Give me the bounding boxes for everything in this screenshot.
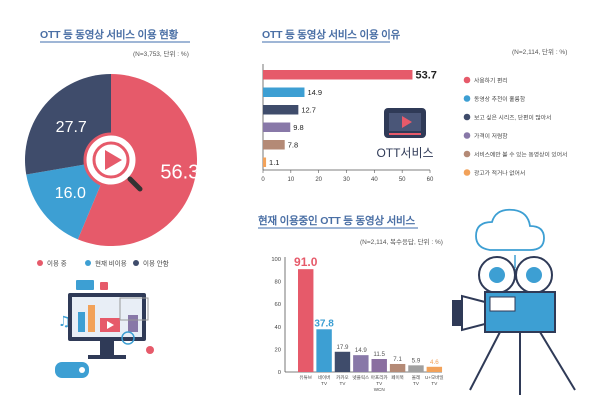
reasons-x-tick-label: 60 xyxy=(427,177,434,183)
services-bar-1 xyxy=(298,269,314,372)
reasons-x-tick-label: 30 xyxy=(343,177,350,183)
services-category-label-5: TV xyxy=(376,381,383,386)
services-value-label-8: 4.6 xyxy=(430,359,439,366)
reasons-legend-swatch-1 xyxy=(463,76,471,84)
services-bar-3 xyxy=(334,351,351,372)
services-value-label-3: 17.9 xyxy=(336,344,349,351)
services-category-label-2: 네이버 xyxy=(318,374,331,381)
media-devices-illustration: ♫ xyxy=(55,280,154,378)
services-category-label-1: 유튜브 xyxy=(299,375,312,381)
services-bar-6 xyxy=(389,363,406,372)
reasons-value-label-1: 53.7 xyxy=(415,70,436,82)
services-title-underline xyxy=(258,227,418,229)
reasons-x-tick-label: 40 xyxy=(371,177,378,183)
reasons-bar-2 xyxy=(263,87,305,97)
reasons-bar-chart: 0 10 20 30 40 50 60 53.7 14.9 12.7 9.8 7.8 1.1 xyxy=(261,64,437,183)
pie-slice-2 xyxy=(26,160,111,240)
services-value-label-5: 11.5 xyxy=(373,351,385,358)
services-category-label-4: 넷플릭스 xyxy=(352,374,369,381)
reasons-legend-label-6: 광고가 적거나 없어서 xyxy=(474,169,525,177)
pie-value-label-1: 56.3 xyxy=(160,161,199,183)
reasons-value-label-5: 7.8 xyxy=(288,140,298,149)
reasons-bar-3 xyxy=(263,105,299,115)
reasons-legend-swatch-3 xyxy=(463,113,471,121)
services-category-label-8: TV xyxy=(431,381,438,386)
reasons-bar-6 xyxy=(263,157,267,167)
services-value-label-1: 91.0 xyxy=(294,255,318,269)
pie-legend-label-1: 이용 중 xyxy=(47,259,67,268)
services-value-label-2: 37.8 xyxy=(314,318,334,329)
services-category-label-5: 아프리카 xyxy=(371,374,389,381)
pie-value-label-3: 27.7 xyxy=(56,119,87,136)
pie-legend-label-2: 현재 비이용 xyxy=(95,259,127,268)
services-category-label-5: WCN xyxy=(374,387,385,392)
services-chart-title: 현재 이용중인 OTT 등 동영상 서비스 xyxy=(258,215,415,227)
reasons-x-tick-label: 0 xyxy=(261,177,265,183)
play-search-icon xyxy=(83,132,143,192)
services-bar-5 xyxy=(371,359,387,372)
reasons-legend-label-2: 동영상 추천이 훌륭함 xyxy=(474,95,526,103)
pie-legend-swatch-1 xyxy=(37,260,43,266)
reasons-legend-swatch-4 xyxy=(463,132,471,139)
services-y-tick-label: 100 xyxy=(271,257,281,263)
svg-text:♫: ♫ xyxy=(58,314,71,330)
services-category-label-8: U+모바일 xyxy=(425,374,444,381)
services-category-label-7: 올레 xyxy=(412,374,420,381)
pie-legend-swatch-2 xyxy=(85,260,91,266)
services-bar-2 xyxy=(316,329,332,372)
services-value-label-4: 14.9 xyxy=(355,347,368,354)
reasons-chart-title: OTT 등 동영상 서비스 이용 이유 xyxy=(262,29,401,41)
pie-legend: 이용 중 현재 비이용 이용 안함 xyxy=(37,259,169,268)
reasons-legend-label-3: 보고 싶은 시리즈, 단편이 많아서 xyxy=(474,113,551,121)
services-y-tick-label: 60 xyxy=(275,302,281,308)
reasons-chart-note: (N=2,114, 단위 : %) xyxy=(512,49,568,56)
services-bar-8 xyxy=(426,366,443,372)
services-y-tick-label: 80 xyxy=(275,280,281,286)
services-category-label-3: 카카오 xyxy=(336,374,349,381)
services-value-label-6: 7.1 xyxy=(393,356,402,363)
reasons-x-tick-label: 20 xyxy=(315,177,322,183)
reasons-x-tick-label: 50 xyxy=(399,177,406,183)
reasons-legend-swatch-6 xyxy=(463,169,471,176)
reasons-bar-4 xyxy=(263,122,291,132)
pie-chart-title: OTT 등 동영상 서비스 이용 현황 xyxy=(40,29,179,41)
services-bar-7 xyxy=(408,365,424,372)
ott-service-badge-label: OTT서비스 xyxy=(376,146,433,160)
reasons-x-tick-label: 10 xyxy=(287,177,294,183)
reasons-value-label-6: 1.1 xyxy=(269,158,279,167)
reasons-value-label-2: 14.9 xyxy=(307,88,322,97)
reasons-legend-label-5: 서비스에만 볼 수 있는 동영상이 있어서 xyxy=(474,150,567,158)
services-value-label-7: 5.9 xyxy=(412,357,421,364)
reasons-bar-5 xyxy=(263,140,285,150)
services-bar-4 xyxy=(353,355,369,372)
reasons-legend-swatch-5 xyxy=(463,150,471,158)
pie-legend-label-3: 이용 안함 xyxy=(143,259,169,268)
services-category-label-3: TV xyxy=(340,381,347,386)
reasons-legend-label-4: 가격이 저렴함 xyxy=(474,132,508,140)
services-category-label-2: TV xyxy=(321,381,328,386)
ott-service-badge xyxy=(384,108,426,138)
services-y-tick-label: 20 xyxy=(275,347,281,353)
services-y-tick-label: 0 xyxy=(278,370,281,376)
services-category-label-7: TV xyxy=(413,381,420,386)
pie-chart-note: (N=3,753, 단위 : %) xyxy=(133,51,189,58)
reasons-bar-1 xyxy=(263,70,413,80)
reasons-value-label-4: 9.8 xyxy=(293,123,303,132)
services-chart-note: (N=2,114, 복수응답, 단위 : %) xyxy=(360,239,443,246)
reasons-value-label-3: 12.7 xyxy=(301,105,316,114)
camera-cloud-illustration xyxy=(452,208,576,395)
pie-legend-swatch-3 xyxy=(133,260,139,266)
services-y-tick-label: 40 xyxy=(275,325,281,331)
reasons-title-underline xyxy=(262,41,390,43)
pie-title-underline xyxy=(40,41,190,43)
reasons-legend-swatch-2 xyxy=(463,95,471,102)
services-category-label-6: 페이북 xyxy=(391,374,404,381)
reasons-legend-label-1: 사용하기 편리 xyxy=(474,76,508,84)
pie-value-label-2: 16.0 xyxy=(55,185,86,202)
